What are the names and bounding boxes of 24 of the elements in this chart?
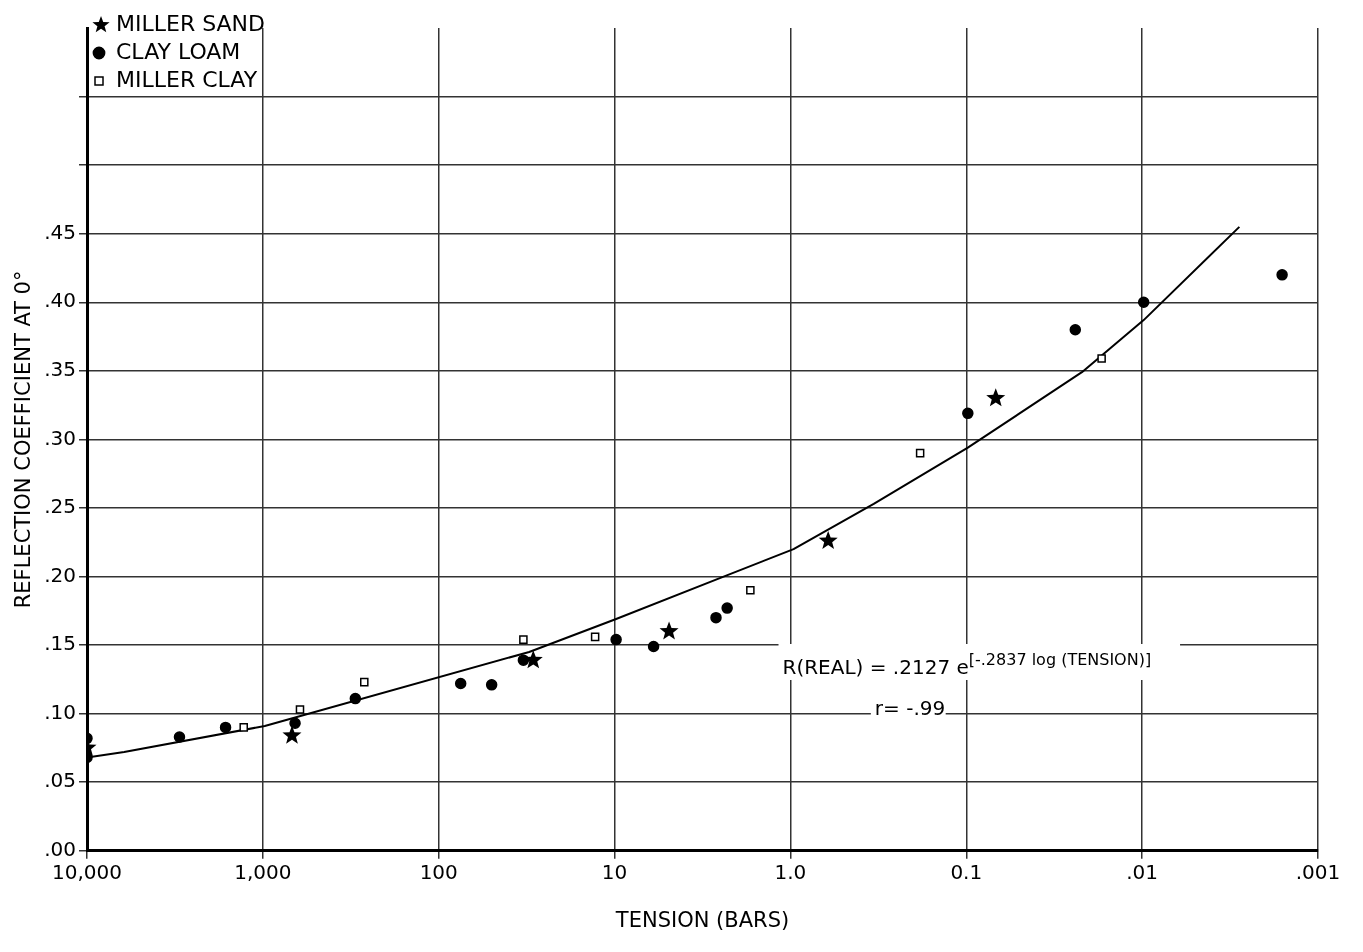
legend-label: MILLER SAND: [116, 10, 265, 36]
annotation: r= -.99: [874, 696, 946, 721]
x-tick-label: 0.1: [950, 860, 983, 884]
y-tick-label: .10: [44, 699, 77, 724]
y-axis-title: REFLECTION COEFFICIENT AT 0°: [11, 270, 36, 609]
legend-label: CLAY LOAM: [116, 38, 241, 64]
legend-label: MILLER CLAY: [116, 66, 258, 92]
x-tick-label: 10,000: [52, 860, 122, 884]
y-tick-label: .20: [44, 562, 77, 587]
x-tick-label: 1,000: [234, 860, 292, 884]
x-tick-label: 10: [601, 860, 628, 884]
y-tick-label: .25: [44, 494, 77, 519]
y-tick-label: .30: [44, 425, 77, 450]
y-tick-label: .40: [44, 288, 77, 313]
y-tick-label: .45: [44, 219, 77, 244]
x-tick-label: 100: [419, 860, 458, 884]
y-tick-label: .05: [44, 768, 77, 793]
x-tick-label: 1.0: [774, 860, 807, 884]
x-tick-label: .001: [1295, 860, 1341, 884]
x-axis-title: TENSION (BARS): [614, 907, 790, 932]
y-tick-label: .35: [44, 357, 77, 382]
x-tick-label: .01: [1126, 860, 1159, 884]
y-tick-label: .15: [44, 631, 77, 656]
y-tick-label: .00: [44, 837, 77, 861]
